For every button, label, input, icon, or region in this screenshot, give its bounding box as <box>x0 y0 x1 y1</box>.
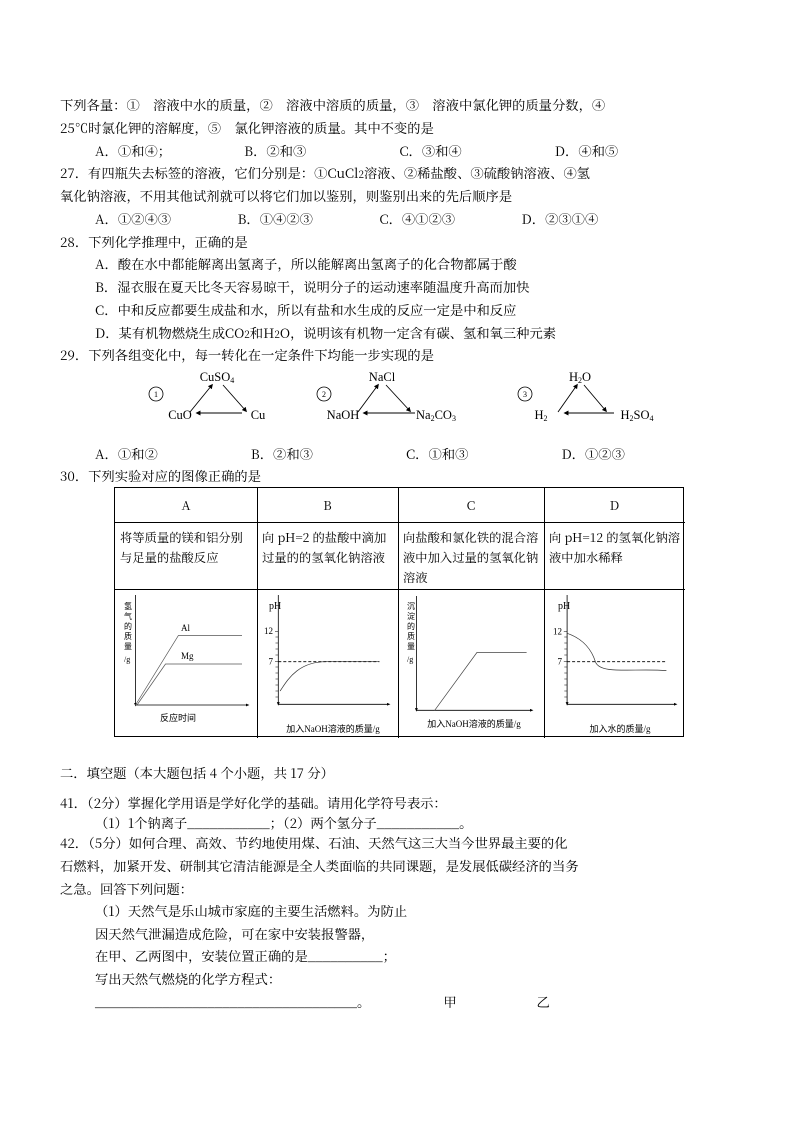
svg-text:淀: 淀 <box>407 611 415 621</box>
svg-text:3: 3 <box>523 390 527 399</box>
svg-text:的: 的 <box>407 621 415 631</box>
svg-text:加入水的质量/g: 加入水的质量/g <box>589 723 651 734</box>
svg-text:质: 质 <box>124 631 132 641</box>
svg-text:NaCl: NaCl <box>369 370 396 384</box>
svg-text:CuO: CuO <box>168 408 192 422</box>
svg-text:/g: /g <box>407 655 413 664</box>
svg-text:1: 1 <box>154 390 158 399</box>
svg-text:量: 量 <box>124 642 132 651</box>
svg-text:NaOH: NaOH <box>327 408 360 422</box>
svg-text:12: 12 <box>264 626 273 636</box>
svg-text:加入NaOH溶液的质量/g: 加入NaOH溶液的质量/g <box>427 718 521 729</box>
svg-text:2: 2 <box>322 390 326 399</box>
svg-text:7: 7 <box>558 657 563 667</box>
svg-text:Na2CO3: Na2CO3 <box>416 408 456 423</box>
svg-text:反应时间: 反应时间 <box>160 712 196 723</box>
svg-text:pH: pH <box>269 601 281 612</box>
svg-text:H2: H2 <box>534 408 547 423</box>
svg-text:沉: 沉 <box>407 602 415 611</box>
svg-text:12: 12 <box>553 627 562 637</box>
svg-text:量: 量 <box>407 642 415 651</box>
svg-text:pH: pH <box>558 601 570 612</box>
svg-text:H2O: H2O <box>569 370 591 385</box>
svg-text:7: 7 <box>269 657 274 667</box>
svg-text:氢: 氢 <box>124 601 132 611</box>
svg-text:的: 的 <box>124 621 132 631</box>
svg-text:加入NaOH溶液的质量/g: 加入NaOH溶液的质量/g <box>286 723 380 734</box>
svg-text:质: 质 <box>407 631 415 641</box>
svg-text:气: 气 <box>124 611 132 621</box>
svg-text:Al: Al <box>181 623 190 633</box>
svg-text:Mg: Mg <box>181 651 194 661</box>
svg-text:/g: /g <box>124 655 130 664</box>
svg-text:Cu: Cu <box>251 408 266 422</box>
svg-text:CuSO4: CuSO4 <box>200 370 235 385</box>
svg-text:H2SO4: H2SO4 <box>620 408 653 423</box>
